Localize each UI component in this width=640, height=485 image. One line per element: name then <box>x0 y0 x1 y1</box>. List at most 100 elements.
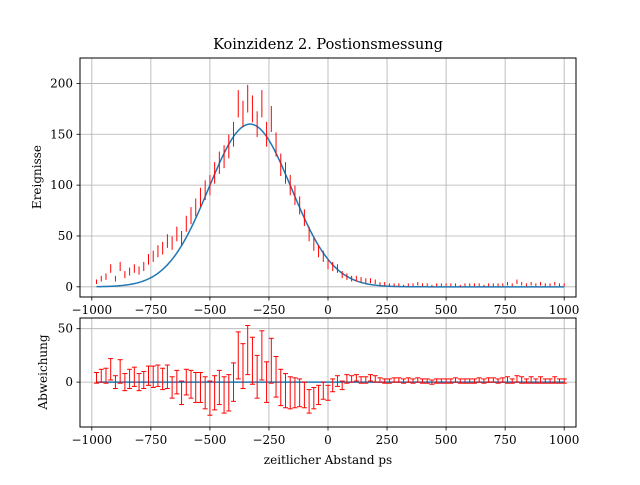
data-point <box>226 374 232 412</box>
data-point <box>514 375 520 383</box>
data-point <box>377 377 383 383</box>
data-point <box>523 378 529 384</box>
data-point <box>542 378 548 384</box>
data-point <box>207 380 213 416</box>
x-tick-label: −500 <box>193 303 226 317</box>
data-point <box>193 372 199 403</box>
bottom-y-axis-label: Abweichung <box>36 334 50 410</box>
data-point <box>112 375 118 390</box>
data-point <box>169 376 175 399</box>
data-point <box>188 369 194 399</box>
data-point <box>401 378 407 384</box>
data-point <box>453 377 459 383</box>
bottom-ticks: −1000 −750 −500 −250 0 250 500 750 1000 0 50 <box>58 322 580 447</box>
data-point <box>434 378 440 384</box>
bottom-plot-area <box>94 324 567 416</box>
data-point <box>382 378 388 384</box>
data-point <box>552 376 558 384</box>
data-point <box>490 377 496 383</box>
data-point <box>320 381 326 400</box>
data-point <box>94 372 100 384</box>
data-point <box>183 368 189 396</box>
x-tick-label: −250 <box>252 433 285 447</box>
data-point <box>249 336 255 385</box>
data-point <box>467 378 473 384</box>
data-point <box>103 367 109 384</box>
x-tick-label: 0 <box>324 433 332 447</box>
data-point <box>122 373 128 392</box>
data-point <box>500 377 506 383</box>
data-point <box>429 379 435 385</box>
y-tick-label: 150 <box>50 127 73 141</box>
y-tick-label: 0 <box>65 280 73 294</box>
data-point <box>287 376 293 410</box>
data-point <box>316 384 322 406</box>
data-point <box>311 386 317 410</box>
data-point <box>212 375 218 411</box>
y-tick-label: 0 <box>65 375 73 389</box>
top-y-axis-label: Ereignisse <box>30 145 44 209</box>
data-point <box>278 368 284 407</box>
data-point <box>197 372 203 403</box>
data-point <box>505 376 511 384</box>
data-point <box>443 378 449 384</box>
data-point <box>415 377 421 383</box>
data-point <box>471 378 477 384</box>
data-point <box>462 378 468 384</box>
data-point <box>268 337 274 384</box>
data-point <box>150 365 156 388</box>
data-point <box>301 381 307 409</box>
x-tick-label: −250 <box>252 303 285 317</box>
x-tick-label: 750 <box>494 433 517 447</box>
data-point <box>561 378 567 384</box>
data-point <box>556 378 562 384</box>
top-ticks: −1000 −750 −500 −250 0 250 500 750 1000 0 50 100 150… <box>50 76 579 317</box>
data-point <box>424 378 430 384</box>
data-point <box>495 378 501 384</box>
x-tick-label: −750 <box>134 433 167 447</box>
x-tick-label: −500 <box>193 433 226 447</box>
data-point <box>216 369 222 406</box>
y-tick-label: 200 <box>50 76 73 90</box>
y-tick-label: 100 <box>50 178 73 192</box>
data-point <box>396 377 402 383</box>
data-point <box>538 376 544 384</box>
data-point <box>353 374 359 382</box>
data-point <box>282 373 288 409</box>
y-tick-label: 50 <box>58 322 73 336</box>
x-tick-label: 250 <box>376 303 399 317</box>
data-point <box>528 376 534 384</box>
bottom-grid <box>80 318 576 427</box>
data-point <box>358 376 364 384</box>
fit-curve <box>96 123 565 288</box>
data-point <box>235 331 241 380</box>
data-point <box>179 380 185 406</box>
data-point <box>306 389 312 414</box>
x-tick-label: −750 <box>134 303 167 317</box>
data-point <box>476 377 482 383</box>
data-point <box>363 376 369 384</box>
data-point <box>264 361 270 403</box>
data-point <box>438 378 444 384</box>
data-point <box>419 378 425 384</box>
data-point <box>131 366 137 387</box>
data-point <box>405 377 411 383</box>
data-point <box>240 343 246 390</box>
data-point <box>368 374 374 382</box>
x-axis-label: zeitlicher Abstand ps <box>264 453 392 467</box>
data-point <box>325 384 331 401</box>
data-point <box>174 369 180 395</box>
data-point <box>391 377 397 383</box>
data-point <box>202 376 208 410</box>
data-point <box>141 370 147 390</box>
data-point <box>136 373 142 392</box>
data-point <box>547 378 553 384</box>
top-plot-area <box>96 84 565 288</box>
data-point <box>519 376 525 384</box>
data-point <box>457 378 463 384</box>
data-point <box>127 368 133 390</box>
x-tick-label: −1000 <box>72 433 113 447</box>
data-point <box>386 378 392 384</box>
